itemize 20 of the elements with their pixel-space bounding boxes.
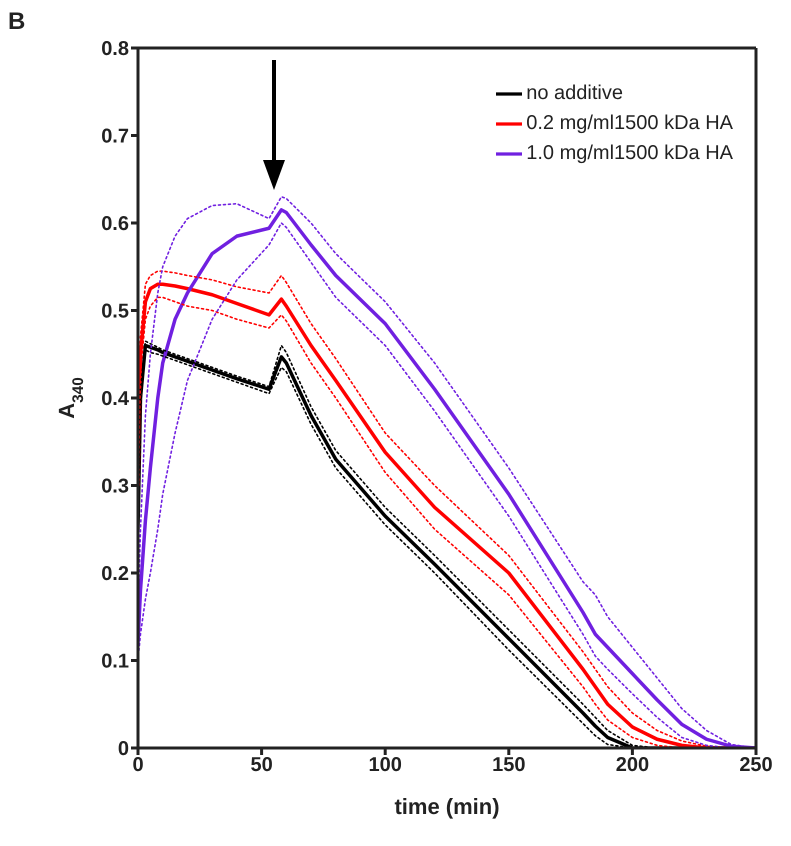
y-tick-label: 0.8 — [101, 38, 129, 60]
y-tick-label: 0.5 — [101, 300, 129, 323]
y-tick-label: 0 — [118, 738, 129, 760]
legend-label: 1.0 mg/ml1500 kDa HA — [526, 142, 733, 164]
text: B — [8, 8, 26, 36]
y-tick-label: 0.4 — [101, 388, 130, 410]
x-tick-label: 250 — [739, 754, 773, 776]
y-tick-label: 0.2 — [101, 563, 129, 586]
legend-label: no additive — [526, 82, 623, 104]
x-tick-label: 0 — [132, 754, 144, 776]
x-axis-title: time (min) — [394, 794, 500, 819]
x-tick-label: 50 — [250, 754, 273, 776]
x-tick-label: 100 — [368, 754, 402, 776]
x-tick-label: 200 — [616, 754, 650, 776]
x-tick-label: 150 — [492, 754, 526, 776]
legend-label: 0.2 mg/ml1500 kDa HA — [526, 112, 733, 134]
y-tick-label: 0.6 — [101, 213, 129, 236]
y-tick-label: 0.3 — [101, 476, 129, 498]
y-tick-label: 0.7 — [101, 126, 129, 148]
y-tick-label: 0.1 — [101, 650, 129, 673]
